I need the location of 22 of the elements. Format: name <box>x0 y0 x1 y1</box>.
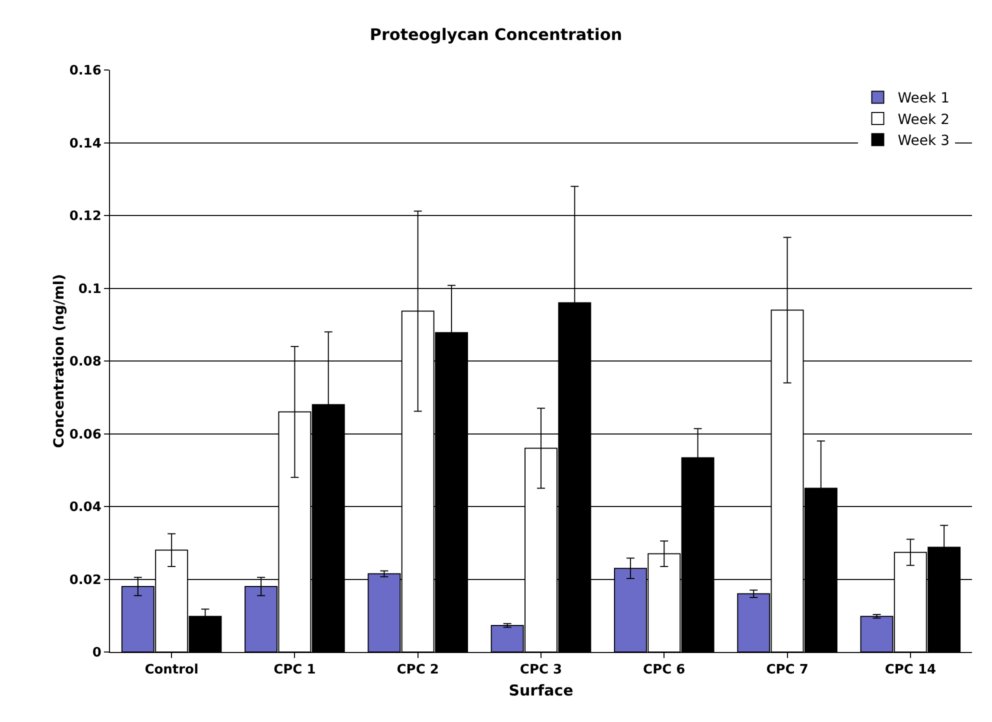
x-tick-label: CPC 1 <box>274 662 316 678</box>
x-tick-label: CPC 7 <box>766 662 808 678</box>
x-tick-label: CPC 6 <box>643 662 686 678</box>
y-tick-label: 0.1 <box>78 282 102 297</box>
y-tick-label: 0.12 <box>69 209 102 224</box>
chart-title: Proteoglycan Concentration <box>370 25 622 44</box>
x-tick-label: CPC 3 <box>520 662 562 678</box>
y-axis-title: Concentration (ng/ml) <box>51 274 68 448</box>
legend-label: Week 2 <box>898 112 950 128</box>
y-tick-label: 0.06 <box>69 427 102 442</box>
y-tick-label: 0.14 <box>69 136 102 152</box>
x-tick-label: Control <box>144 662 198 678</box>
y-tick-label: 0 <box>92 646 102 661</box>
y-tick-label: 0.16 <box>69 64 102 79</box>
x-tick-label: CPC 2 <box>396 662 439 678</box>
legend-label: Week 1 <box>898 90 950 107</box>
x-axis-title: Surface <box>508 682 574 700</box>
y-tick-label: 0.04 <box>69 500 102 516</box>
legend-label: Week 3 <box>898 133 950 150</box>
y-tick-label: 0.08 <box>69 354 102 370</box>
y-tick-label: 0.02 <box>69 572 102 588</box>
x-tick-label: CPC 14 <box>884 662 936 678</box>
